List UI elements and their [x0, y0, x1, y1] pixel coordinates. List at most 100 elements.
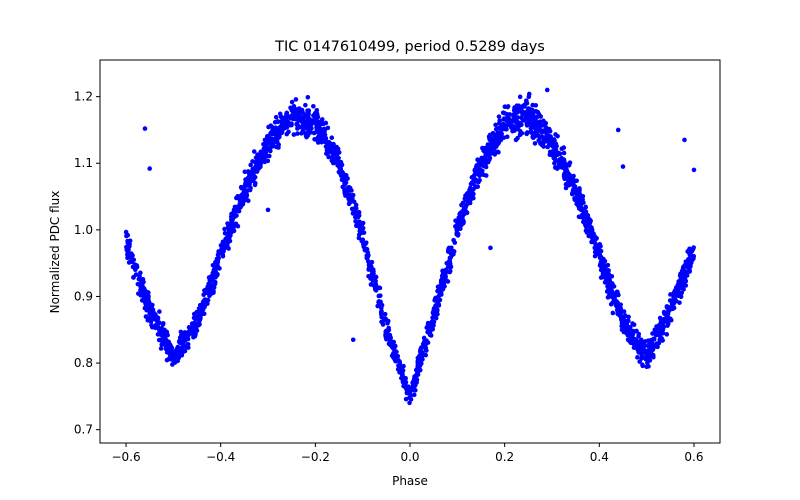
data-point [550, 144, 555, 149]
data-point [533, 115, 539, 121]
data-point [129, 259, 135, 265]
data-point [311, 113, 316, 118]
data-point [472, 176, 478, 182]
data-point [247, 181, 252, 187]
data-point [679, 268, 685, 274]
data-point [155, 332, 161, 337]
data-point [354, 222, 359, 228]
data-point [155, 324, 160, 330]
data-point [282, 125, 288, 131]
data-point [660, 338, 665, 343]
data-point [235, 223, 241, 229]
data-point [644, 364, 649, 370]
data-point [487, 148, 492, 153]
data-point [379, 314, 384, 320]
data-point [439, 276, 445, 281]
data-point [360, 220, 366, 226]
data-point [516, 103, 522, 109]
data-point [424, 338, 429, 343]
data-point [504, 134, 510, 140]
data-point [308, 117, 313, 123]
data-point [498, 137, 504, 142]
data-point [138, 270, 143, 276]
data-point [581, 219, 586, 225]
data-point [152, 317, 158, 322]
data-point [481, 148, 486, 153]
data-point [488, 138, 493, 143]
data-point [605, 268, 611, 273]
data-point [655, 344, 660, 350]
data-point [226, 235, 232, 241]
data-point [651, 344, 657, 350]
data-point [459, 202, 464, 208]
data-point [195, 315, 201, 321]
data-point [164, 357, 170, 363]
data-point [250, 177, 255, 182]
data-point [206, 285, 211, 291]
data-point [289, 99, 295, 105]
data-point [678, 276, 684, 282]
data-point [533, 103, 539, 108]
data-point [526, 122, 531, 127]
data-point [541, 144, 546, 149]
data-point [314, 107, 320, 113]
data-point [505, 104, 511, 109]
data-point [493, 126, 499, 132]
data-point [543, 126, 548, 132]
data-point [148, 319, 154, 324]
data-point [606, 282, 611, 288]
data-point [488, 143, 494, 149]
data-point [183, 344, 189, 350]
data-point [205, 297, 211, 303]
data-point [277, 124, 283, 130]
data-point [568, 180, 574, 185]
data-point [303, 102, 308, 108]
data-point [671, 297, 676, 303]
data-point [257, 157, 263, 163]
data-point [565, 170, 571, 176]
data-point [650, 352, 656, 358]
data-point [553, 144, 559, 150]
data-point [673, 292, 678, 297]
data-point [192, 321, 198, 327]
data-point [370, 267, 376, 272]
x-axis: −0.6 −0.4 −0.2 0.0 0.2 0.4 0.6 [111, 443, 704, 464]
data-point [332, 151, 338, 156]
data-point [141, 295, 147, 301]
data-point [549, 138, 554, 144]
data-point [234, 207, 240, 212]
data-point [539, 134, 545, 140]
data-point [338, 170, 344, 175]
data-point [301, 124, 306, 129]
data-point [523, 113, 528, 118]
data-point [530, 134, 535, 140]
data-point [418, 349, 424, 355]
x-tick-label: 0.2 [495, 450, 514, 464]
data-point [669, 301, 675, 307]
data-point [239, 185, 244, 191]
outlier-point [147, 166, 152, 171]
x-tick-label: 0.6 [684, 450, 703, 464]
data-point [328, 145, 333, 151]
data-point [377, 302, 383, 307]
outlier-point [350, 337, 356, 343]
data-point [536, 138, 541, 143]
data-point [575, 192, 581, 197]
data-point [684, 264, 689, 269]
data-point [527, 106, 532, 112]
data-point [537, 119, 543, 124]
data-point [646, 338, 651, 343]
data-point [501, 116, 507, 121]
data-point [432, 313, 438, 319]
data-point [315, 119, 320, 124]
data-point [253, 155, 259, 161]
data-point [603, 273, 608, 279]
data-point [390, 343, 395, 348]
data-point [485, 159, 491, 165]
data-point [158, 346, 164, 351]
data-point [275, 119, 281, 124]
data-point [530, 120, 535, 126]
data-point [554, 149, 559, 155]
data-point [576, 202, 582, 207]
data-point [434, 303, 440, 308]
